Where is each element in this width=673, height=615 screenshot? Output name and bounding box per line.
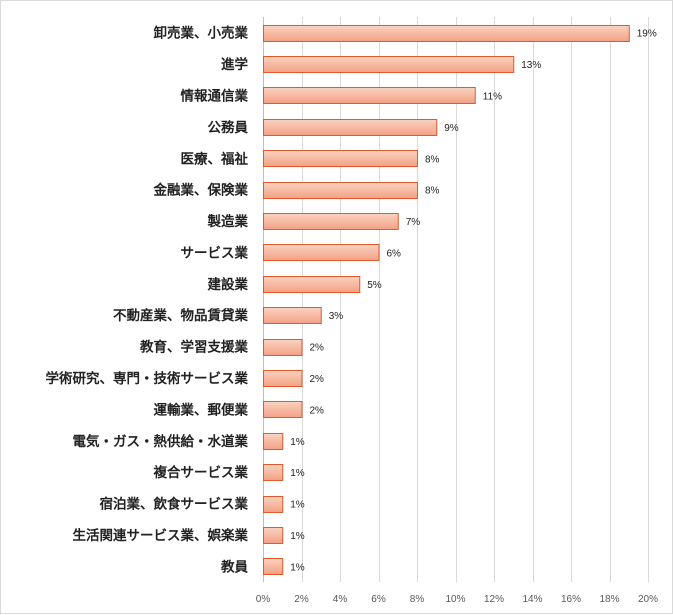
category-label: 建設業 [207,276,249,293]
x-tick-label: 0% [256,594,271,605]
bar [263,25,630,42]
data-label: 1% [290,531,305,542]
category-label: 製造業 [207,213,249,230]
category-label: 金融業、保険業 [153,182,249,199]
data-label: 1% [290,437,305,448]
x-tick-label: 12% [484,594,504,605]
category-label: 公務員 [208,119,249,136]
bar [263,213,399,230]
data-label: 11% [483,91,502,102]
x-tick-label: 14% [522,594,542,605]
bar [263,119,438,136]
bar [263,401,303,418]
data-label: 2% [310,343,325,354]
category-label: 教育、学習支援業 [140,339,248,356]
bar [263,244,380,261]
bar [263,87,476,104]
category-label: 教員 [221,558,248,575]
data-label: 9% [444,123,459,134]
bar [263,527,284,544]
bar [263,558,284,575]
bar [263,433,284,450]
category-label: 卸売業、小売業 [154,25,249,42]
x-tick-label: 20% [638,594,658,605]
bar [263,464,284,481]
x-tick-label: 18% [599,594,619,605]
data-label: 19% [637,29,657,40]
category-label: 医療、福祉 [181,150,249,167]
data-label: 8% [425,154,440,165]
category-label: 生活関連サービス業、娯楽業 [73,527,249,544]
bar [263,307,322,324]
data-label: 3% [329,311,344,322]
data-label: 1% [290,500,305,511]
data-label: 7% [406,217,421,228]
bar [263,150,418,167]
data-label: 2% [310,374,325,385]
data-label: 8% [425,186,440,197]
data-label: 6% [387,248,402,259]
bars [263,25,630,575]
x-axis-ticks: 0% 2% 4% 6% 8% 10% 12% 14% 16% 18% 20% [256,594,658,605]
data-label: 13% [521,60,541,71]
x-tick-label: 16% [561,594,581,605]
gridlines [263,17,649,582]
bar [263,370,303,387]
x-tick-label: 4% [333,594,348,605]
category-labels: 卸売業、小売業進学情報通信業公務員医療、福祉金融業、保険業製造業サービス業建設業… [46,25,249,576]
category-label: 複合サービス業 [153,464,249,481]
data-labels: 19% 13% 11% 9% 8% 8% 7% 6% 5% 3% 2% 2% 2% 1% 1% 1% 1% 1% [290,29,657,574]
bar [263,182,418,199]
category-label: 情報通信業 [181,87,249,104]
bar [263,339,303,356]
data-label: 5% [367,280,382,291]
category-label: 電気・ガス・熱供給・水道業 [73,433,249,450]
category-label: 運輸業、郵便業 [154,401,249,418]
category-label: サービス業 [181,244,249,261]
x-tick-label: 2% [294,594,309,605]
bar [263,496,284,513]
data-label: 2% [310,405,325,416]
bar [263,56,515,73]
category-label: 不動産業、物品賃貸業 [113,307,248,324]
x-tick-label: 10% [445,594,465,605]
bar [263,276,361,293]
category-label: 学術研究、専門・技術サービス業 [46,370,249,387]
x-tick-label: 6% [371,594,386,605]
data-label: 1% [290,468,305,479]
data-label: 1% [290,562,305,573]
category-label: 進学 [221,56,248,73]
x-tick-label: 8% [410,594,425,605]
category-label: 宿泊業、飲食サービス業 [100,496,249,513]
